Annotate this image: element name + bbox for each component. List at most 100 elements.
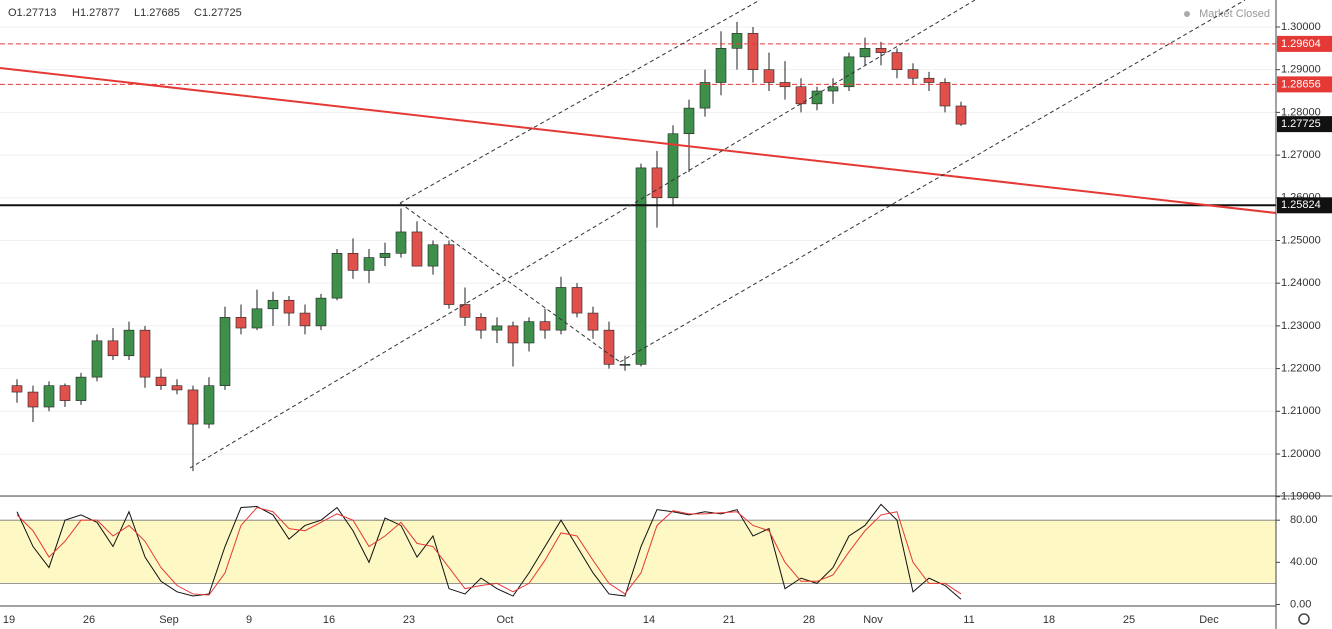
candle-body xyxy=(59,385,71,401)
candle-body xyxy=(667,133,679,199)
candle-body xyxy=(123,329,135,357)
candle-body xyxy=(203,385,215,425)
ohlc-close: C1.27725 xyxy=(194,7,242,19)
status-dot xyxy=(1184,11,1190,17)
candle-body xyxy=(635,167,647,365)
level-label: 1.27725 xyxy=(1281,118,1321,130)
candle-body xyxy=(331,252,343,299)
candle-body xyxy=(763,69,775,83)
candle-body xyxy=(491,325,503,331)
oscillator-line xyxy=(16,506,962,596)
candle-body xyxy=(395,231,407,254)
candle-body xyxy=(555,287,567,331)
y-tick-label: 1.25000 xyxy=(1281,234,1321,246)
level-label: 1.28656 xyxy=(1281,78,1321,90)
candle-body xyxy=(139,329,151,378)
candle-body xyxy=(859,48,871,58)
candle-body xyxy=(907,69,919,79)
level-label-box xyxy=(1277,197,1332,214)
drawings xyxy=(0,0,1277,469)
y-tick-label: 1.27000 xyxy=(1281,149,1321,161)
x-tick-label: Dec xyxy=(1199,614,1219,626)
candle-body xyxy=(299,312,311,327)
channel-line xyxy=(619,0,1246,363)
channel-line xyxy=(399,202,621,363)
x-tick-label: 26 xyxy=(83,614,95,626)
market-status: Market Closed xyxy=(1199,8,1270,20)
x-tick-label: Sep xyxy=(159,614,179,626)
x-tick-label: 9 xyxy=(246,614,252,626)
candle-body xyxy=(347,252,359,271)
gear[interactable] xyxy=(1298,613,1310,625)
y-tick-label: 80.00 xyxy=(1290,514,1318,526)
candle-body xyxy=(43,385,55,408)
candle-body xyxy=(171,385,183,391)
candle-body xyxy=(363,257,375,271)
x-tick-label: 19 xyxy=(3,614,15,626)
level-label-box xyxy=(1277,35,1332,52)
candle-body xyxy=(699,82,711,109)
ohlc-high: H1.27877 xyxy=(72,7,120,19)
candle-body xyxy=(891,52,903,70)
candle-body xyxy=(875,48,887,53)
candle-body xyxy=(811,90,823,105)
candle-body xyxy=(939,82,951,107)
candle-body xyxy=(523,321,535,344)
candle-body xyxy=(955,105,967,125)
candle-body xyxy=(795,86,807,105)
candle-body xyxy=(571,287,583,314)
x-tick-label: 11 xyxy=(963,614,974,626)
candle-body xyxy=(843,56,855,88)
candle-body xyxy=(75,376,87,401)
ohlc-open: O1.27713 xyxy=(8,7,56,19)
candle-body xyxy=(315,297,327,327)
ohlc-header: O1.27713 H1.27877 L1.27685 C1.27725 xyxy=(8,7,242,19)
candle-body xyxy=(619,364,631,366)
settings-icon[interactable] xyxy=(1298,613,1310,625)
candle-body xyxy=(187,389,199,425)
candle-body xyxy=(427,244,439,267)
candle-body xyxy=(107,340,119,357)
x-tick-label: 23 xyxy=(403,614,415,626)
level-label: 1.25824 xyxy=(1281,199,1321,211)
candle-body xyxy=(283,299,295,314)
y-tick-label: 1.21000 xyxy=(1281,405,1321,417)
x-tick-label: 25 xyxy=(1123,614,1135,626)
x-tick-label: 21 xyxy=(723,614,735,626)
candle-body xyxy=(683,107,695,135)
candle-body xyxy=(507,325,519,344)
candle-body xyxy=(475,317,487,331)
x-tick-label: Nov xyxy=(863,614,883,626)
candle-body xyxy=(587,312,599,331)
candle-body xyxy=(235,317,247,329)
channel-line xyxy=(399,0,761,204)
candle-body xyxy=(715,48,727,83)
y-tick-label: 1.24000 xyxy=(1281,277,1321,289)
x-tick-label: 16 xyxy=(323,614,335,626)
candle-body xyxy=(27,391,39,408)
candle-body xyxy=(411,231,423,267)
x-tick-label: 18 xyxy=(1043,614,1055,626)
candle-body xyxy=(155,376,167,386)
candle-body xyxy=(827,86,839,92)
y-tick-label: 1.20000 xyxy=(1281,448,1321,460)
y-tick-label: 1.19000 xyxy=(1281,491,1321,503)
band xyxy=(0,520,1276,584)
candle-body xyxy=(219,317,231,386)
candle-body xyxy=(11,385,23,393)
level-label-box xyxy=(1277,116,1332,133)
y-tick-label: 0.00 xyxy=(1290,598,1311,610)
candle-body xyxy=(923,77,935,83)
x-tick-label: 14 xyxy=(643,614,655,626)
candle-body xyxy=(267,299,279,310)
y-tick-label: 1.23000 xyxy=(1281,320,1321,332)
channel-line xyxy=(189,0,976,469)
y-tick-label: 40.00 xyxy=(1290,556,1318,568)
candle-body xyxy=(379,252,391,258)
oscillator-line xyxy=(16,503,962,600)
ohlc-low: L1.27685 xyxy=(134,7,180,19)
candle-body xyxy=(731,33,743,49)
x-tick-label: Oct xyxy=(496,614,513,626)
candle-body xyxy=(539,321,551,331)
